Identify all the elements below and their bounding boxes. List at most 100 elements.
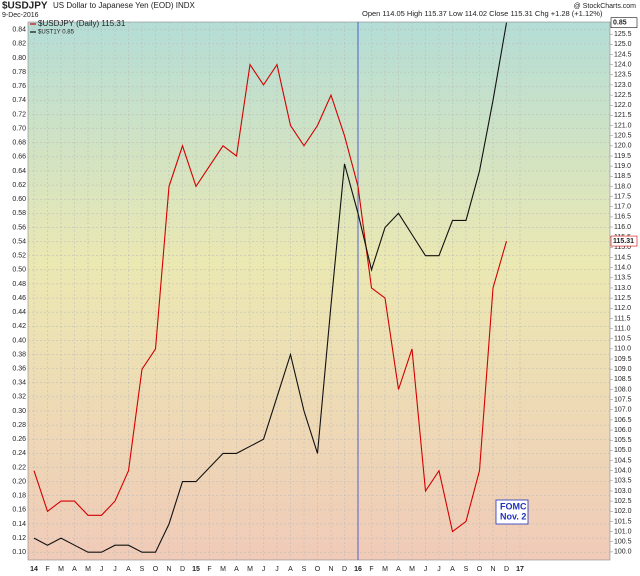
- y2-tick-label: 103.5: [614, 478, 632, 485]
- y2-tick-label: 101.5: [614, 518, 632, 525]
- y-tick-label: 0.76: [12, 83, 26, 90]
- x-tick-label: O: [477, 566, 483, 573]
- x-tick-label: J: [275, 566, 279, 573]
- x-tick-label: F: [45, 566, 49, 573]
- y2-tick-label: 119.5: [614, 153, 631, 160]
- y2-tick-label: 120.5: [614, 133, 632, 140]
- x-tick-label: A: [126, 566, 131, 573]
- y-tick-label: 0.28: [12, 422, 26, 429]
- y2-tick-label: 125.5: [614, 31, 632, 38]
- y-tick-label: 0.22: [12, 464, 26, 471]
- y2-tick-label: 114.0: [614, 264, 631, 271]
- y2-tick-label: 110.0: [614, 346, 631, 353]
- y2-tick-label: 117.0: [614, 204, 631, 211]
- x-tick-label: M: [220, 566, 226, 573]
- x-tick-label: A: [288, 566, 293, 573]
- y2-tick-label: 105.0: [614, 447, 632, 454]
- y2-tick-label: 104.0: [614, 468, 632, 475]
- y2-tick-label: 124.0: [614, 61, 632, 68]
- y-tick-label: 0.42: [12, 323, 26, 330]
- y2-tick-label: 112.0: [614, 305, 631, 312]
- annotation: FOMC: [500, 501, 527, 511]
- x-tick-label: D: [504, 566, 509, 573]
- x-tick-label: O: [315, 566, 321, 573]
- chart-subtitle: US Dollar to Japanese Yen (EOD) INDX: [53, 1, 196, 10]
- y-tick-label: 0.24: [12, 450, 26, 457]
- x-tick-label: M: [409, 566, 415, 573]
- y2-tick-label: 108.5: [614, 376, 632, 383]
- x-tick-label: F: [207, 566, 211, 573]
- y-tick-label: 0.56: [12, 224, 26, 231]
- y-tick-label: 0.40: [12, 337, 26, 344]
- y-tick-label: 0.52: [12, 253, 26, 260]
- y-tick-label: 0.70: [12, 125, 26, 132]
- x-tick-label: M: [85, 566, 91, 573]
- chart-title: $USDJPY: [2, 1, 48, 12]
- y2-tick-label: 116.0: [614, 224, 631, 231]
- y2-tick-label: 102.0: [614, 508, 632, 515]
- x-tick-label: S: [140, 566, 145, 573]
- y-tick-label: 0.72: [12, 111, 26, 118]
- x-tick-label: A: [450, 566, 455, 573]
- y2-tick-label: 101.0: [614, 528, 632, 535]
- y-tick-label: 0.62: [12, 182, 26, 189]
- y-tick-label: 0.16: [12, 507, 26, 514]
- y2-tick-label: 103.0: [614, 488, 632, 495]
- y-tick-label: 0.12: [12, 535, 26, 542]
- y2-tick-label: 123.5: [614, 72, 632, 79]
- y2-tick-label: 116.5: [614, 214, 631, 221]
- y-tick-label: 0.84: [12, 27, 26, 34]
- x-tick-label: A: [234, 566, 239, 573]
- y2-tick-label: 121.0: [614, 122, 632, 129]
- y-tick-label: 0.78: [12, 69, 26, 76]
- y-tick-label: 0.36: [12, 366, 26, 373]
- x-tick-label: M: [247, 566, 253, 573]
- x-tick-label: A: [396, 566, 401, 573]
- y2-tick-label: 122.0: [614, 102, 632, 109]
- x-tick-label: M: [382, 566, 388, 573]
- quote: Open 114.05 High 115.37 Low 114.02 Close…: [362, 9, 603, 18]
- x-tick-label: F: [369, 566, 373, 573]
- y2-tick-label: 110.5: [614, 336, 631, 343]
- x-tick-label: J: [437, 566, 441, 573]
- y-tick-label: 0.64: [12, 168, 26, 175]
- y-tick-label: 0.48: [12, 281, 26, 288]
- y2-tick-label: 112.5: [614, 295, 631, 302]
- x-tick-label: J: [100, 566, 104, 573]
- x-tick-label: 16: [354, 566, 362, 573]
- annotation: Nov. 2: [500, 511, 526, 521]
- y-tick-label: 0.74: [12, 97, 26, 104]
- y2-tick-label: 114.5: [614, 254, 631, 261]
- y2-tick-label: 104.5: [614, 457, 632, 464]
- x-tick-label: 15: [192, 566, 200, 573]
- y-tick-label: 0.46: [12, 295, 26, 302]
- end-label: 0.85: [613, 20, 627, 27]
- y2-tick-label: 120.0: [614, 143, 632, 150]
- y-tick-label: 0.50: [12, 267, 26, 274]
- series-line: [33, 22, 508, 553]
- y2-tick-label: 123.0: [614, 82, 632, 89]
- x-tick-label: N: [490, 566, 495, 573]
- y-tick-label: 0.80: [12, 55, 26, 62]
- y2-tick-label: 106.5: [614, 417, 632, 424]
- legend-entry: $UST1Y 0.85: [38, 30, 75, 36]
- x-tick-label: D: [342, 566, 347, 573]
- y2-tick-label: 125.0: [614, 41, 632, 48]
- end-label: 115.31: [613, 238, 634, 245]
- y2-tick-label: 113.0: [614, 285, 631, 292]
- y2-tick-label: 109.0: [614, 366, 632, 373]
- x-tick-label: 14: [30, 566, 38, 573]
- y2-tick-label: 121.5: [614, 112, 632, 119]
- y-tick-label: 0.82: [12, 41, 26, 48]
- y2-tick-label: 117.5: [614, 193, 631, 200]
- y2-tick-label: 122.5: [614, 92, 632, 99]
- y-tick-label: 0.34: [12, 380, 26, 387]
- x-tick-label: N: [328, 566, 333, 573]
- y-tick-label: 0.68: [12, 140, 26, 147]
- y2-tick-label: 100.0: [614, 549, 632, 556]
- date: 9-Dec-2016: [2, 12, 39, 19]
- y2-tick-label: 102.5: [614, 498, 632, 505]
- y-tick-label: 0.44: [12, 309, 26, 316]
- x-tick-label: D: [180, 566, 185, 573]
